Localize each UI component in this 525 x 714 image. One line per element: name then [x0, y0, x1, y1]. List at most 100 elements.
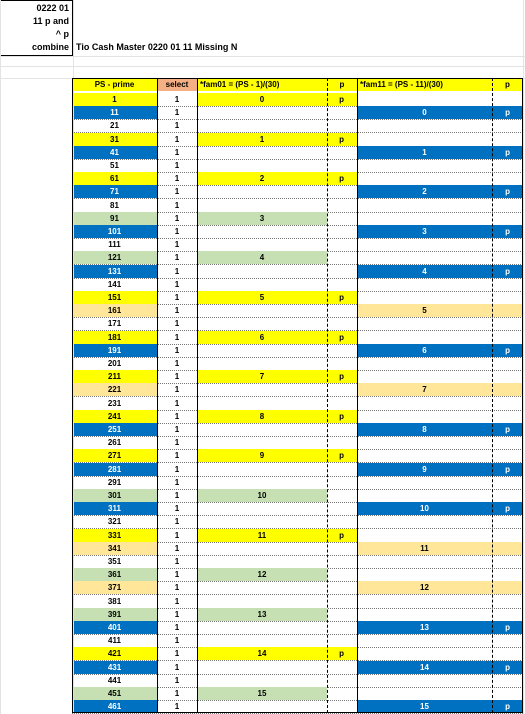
cell-fam01[interactable] — [197, 634, 327, 647]
cell-fam11[interactable] — [357, 687, 492, 700]
cell-ps[interactable]: 131 — [72, 264, 157, 278]
cell-select[interactable]: 1 — [174, 174, 180, 184]
cell-p2[interactable] — [492, 595, 523, 608]
cell-p2[interactable]: p — [492, 264, 523, 278]
cell-select[interactable]: 1 — [174, 451, 180, 461]
cell-p2[interactable]: p — [492, 700, 523, 714]
cell-p2[interactable]: p — [492, 462, 523, 476]
cell-p1[interactable] — [327, 476, 357, 489]
cell-p1[interactable] — [327, 687, 357, 700]
cell-fam01[interactable] — [197, 581, 327, 594]
cell-fam01[interactable] — [197, 463, 327, 476]
cell-ps[interactable]: 121 — [72, 251, 157, 265]
cell-fam01[interactable] — [197, 159, 327, 172]
col-header-select[interactable]: select — [157, 78, 197, 91]
cell-select[interactable]: 1 — [174, 266, 180, 276]
cell-select[interactable]: 1 — [174, 398, 180, 408]
cell-select[interactable]: 1 — [174, 689, 180, 698]
cell-ps[interactable]: 91 — [72, 211, 157, 225]
cell-p2[interactable] — [492, 251, 523, 264]
cell-p1[interactable] — [327, 265, 357, 278]
cell-fam11[interactable]: 1 — [357, 145, 492, 159]
cell-ps[interactable]: 111 — [108, 240, 121, 250]
cell-fam11[interactable]: 15 — [357, 700, 492, 714]
cell-select[interactable]: 1 — [174, 345, 180, 355]
cell-p1[interactable]: p — [327, 647, 357, 661]
cell-select[interactable]: 1 — [174, 359, 180, 368]
cell-ps[interactable]: 421 — [72, 647, 157, 661]
cell-fam01[interactable] — [197, 146, 327, 159]
cell-fam11[interactable] — [357, 251, 492, 264]
cell-select[interactable]: 1 — [174, 570, 180, 580]
cell-p2[interactable] — [492, 304, 523, 318]
cell-fam01[interactable]: 9 — [197, 449, 327, 463]
cell-fam01[interactable] — [197, 555, 327, 568]
cell-ps[interactable]: 311 — [72, 502, 157, 516]
cell-fam11[interactable] — [357, 370, 492, 383]
cell-select[interactable]: 1 — [174, 108, 180, 118]
cell-select[interactable]: 1 — [174, 425, 180, 434]
cell-ps[interactable]: 371 — [72, 581, 157, 595]
cell-p2[interactable] — [492, 199, 523, 212]
cell-fam11[interactable]: 4 — [357, 264, 492, 278]
cell-select[interactable]: 1 — [174, 385, 180, 395]
cell-p2[interactable] — [492, 608, 523, 621]
cell-select[interactable]: 1 — [174, 372, 180, 382]
cell-fam01[interactable] — [197, 199, 327, 212]
cell-p1[interactable] — [327, 146, 357, 159]
cell-p1[interactable]: p — [327, 449, 357, 463]
cell-select[interactable]: 1 — [174, 517, 180, 527]
cell-ps[interactable]: 401 — [72, 621, 157, 634]
cell-select[interactable]: 1 — [174, 491, 180, 500]
col-header-fam01[interactable]: *fam01 = (PS - 1)/(30) — [197, 78, 327, 91]
cell-fam11[interactable]: 14 — [357, 660, 492, 674]
header-cell[interactable]: 0222 01 11 p and ^ p combine — [0, 0, 73, 56]
cell-fam11[interactable] — [357, 199, 492, 212]
cell-ps[interactable]: 201 — [107, 359, 122, 368]
cell-p1[interactable] — [327, 383, 357, 396]
cell-fam11[interactable] — [357, 291, 492, 304]
cell-p1[interactable] — [327, 185, 357, 198]
cell-p1[interactable] — [327, 542, 357, 555]
cell-p2[interactable] — [492, 555, 523, 568]
cell-p2[interactable]: p — [492, 423, 523, 436]
cell-select[interactable]: 1 — [174, 293, 180, 302]
cell-fam11[interactable] — [357, 278, 492, 291]
cell-p1[interactable] — [327, 568, 357, 581]
cell-fam11[interactable] — [357, 489, 492, 502]
cell-fam01[interactable]: 4 — [197, 251, 327, 265]
cell-p1[interactable] — [327, 317, 357, 330]
cell-p2[interactable] — [492, 119, 523, 132]
cell-ps[interactable]: 441 — [107, 675, 122, 685]
cell-ps[interactable]: 271 — [72, 449, 157, 463]
cell-p1[interactable] — [327, 502, 357, 515]
cell-p2[interactable] — [492, 529, 523, 542]
cell-select[interactable]: 1 — [174, 609, 180, 619]
cell-p1[interactable]: p — [327, 330, 357, 344]
cell-select[interactable]: 1 — [174, 636, 180, 646]
cell-select[interactable]: 1 — [174, 596, 180, 606]
cell-ps[interactable]: 451 — [72, 687, 157, 700]
cell-ps[interactable]: 321 — [107, 517, 122, 527]
cell-fam01[interactable] — [197, 661, 327, 674]
cell-fam11[interactable] — [357, 331, 492, 344]
cell-select[interactable]: 1 — [174, 477, 180, 487]
cell-ps[interactable]: 381 — [107, 596, 122, 606]
cell-fam01[interactable] — [197, 542, 327, 555]
cell-p1[interactable]: p — [327, 291, 357, 304]
cell-ps[interactable]: 221 — [72, 383, 157, 397]
cell-ps[interactable]: 261 — [107, 438, 122, 448]
cell-fam11[interactable] — [357, 529, 492, 542]
cell-fam01[interactable] — [197, 119, 327, 132]
cell-fam11[interactable] — [357, 476, 492, 489]
cell-fam11[interactable]: 13 — [357, 621, 492, 634]
cell-p2[interactable] — [492, 489, 523, 502]
cell-ps[interactable]: 11 — [72, 106, 157, 120]
cell-fam01[interactable] — [197, 476, 327, 489]
cell-p2[interactable]: p — [492, 621, 523, 634]
cell-ps[interactable]: 211 — [72, 370, 157, 384]
cell-p1[interactable] — [327, 555, 357, 568]
cell-p1[interactable]: p — [327, 370, 357, 384]
cell-select[interactable]: 1 — [174, 147, 180, 157]
cell-select[interactable]: 1 — [174, 438, 180, 448]
